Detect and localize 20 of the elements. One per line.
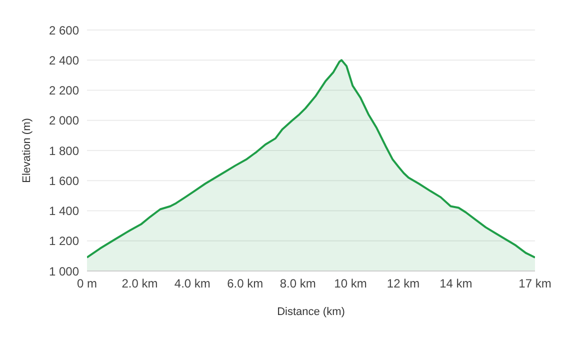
x-tick-label: 2.0 km <box>122 276 158 291</box>
x-tick-label: 10 km <box>334 276 367 291</box>
x-tick-label: 6.0 km <box>227 276 264 291</box>
x-tick-label: 8.0 km <box>280 276 316 291</box>
y-tick-label: 1 200 <box>48 234 80 248</box>
y-tick-label: 1 800 <box>48 144 80 158</box>
y-tick-label: 1 600 <box>48 174 80 188</box>
y-tick-label: 1 000 <box>48 264 80 278</box>
x-tick-label: 12 km <box>386 276 420 291</box>
x-tick-label: 17 km <box>518 276 552 291</box>
x-tick-label: 4.0 km <box>174 276 210 291</box>
y-tick-label: 2 200 <box>48 84 80 98</box>
y-tick-label: 2 400 <box>48 53 80 68</box>
x-tick-label: 14 km <box>440 276 472 291</box>
y-tick-label: 1 400 <box>48 204 80 218</box>
y-tick-label: 2 600 <box>48 23 80 38</box>
y-axis-title: Elevation (m) <box>20 118 33 183</box>
y-tick-label: 2 000 <box>48 114 80 128</box>
x-axis-title: Distance (km) <box>277 306 345 318</box>
x-tick-label: 0 m <box>76 276 98 291</box>
